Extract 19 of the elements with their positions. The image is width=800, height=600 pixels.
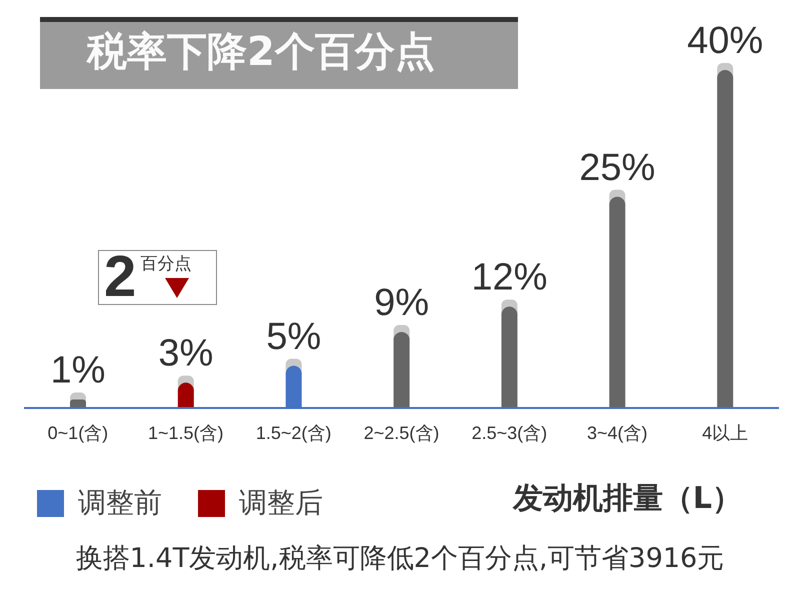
x-tick-label: 3~4(含) <box>586 422 648 443</box>
x-tick-label: 2.5~3(含) <box>472 422 548 443</box>
text: 换搭1.4T发动机,税率可降低2个百分点,可节省3916元 <box>74 542 726 576</box>
x-tick-label: 4以上 <box>702 422 748 443</box>
data-label: 1% <box>50 350 106 392</box>
x-axis-title: 发动机排量（L） <box>512 480 742 518</box>
chart-title: 税率下降2个百分点 <box>87 28 435 77</box>
data-label: 9% <box>374 282 430 324</box>
data-label: 3% <box>158 332 214 375</box>
legend-label: 调整后 <box>239 485 323 521</box>
x-tick-label: 0~1(含) <box>48 422 108 443</box>
x-tick-label: 2~2.5(含) <box>364 422 440 443</box>
data-label: 12% <box>471 256 548 299</box>
data-label: 5% <box>266 316 322 358</box>
x-tick-label: 1.5~2(含) <box>256 422 332 443</box>
legend-label: 调整前 <box>78 485 162 521</box>
data-label: 40% <box>687 20 764 62</box>
data-label: 25% <box>579 146 656 189</box>
x-tick-label: 1~1.5(含) <box>148 422 224 443</box>
